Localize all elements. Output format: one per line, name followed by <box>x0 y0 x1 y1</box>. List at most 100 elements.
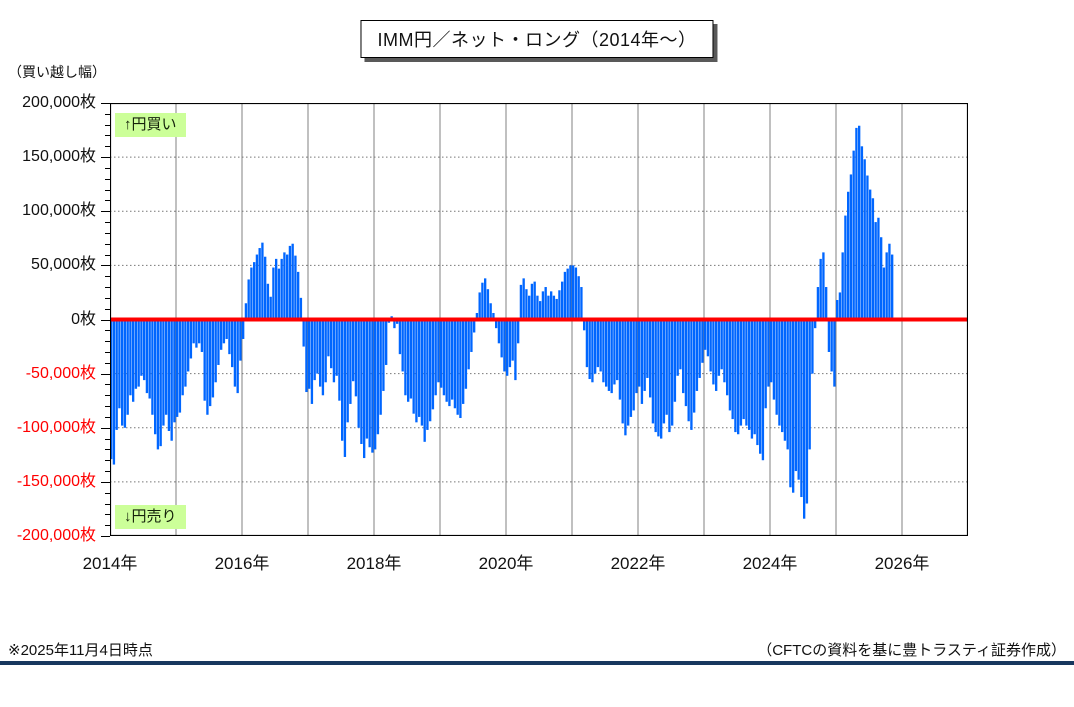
y-major-tick <box>101 427 110 429</box>
net-long-bar <box>772 319 776 400</box>
net-long-bar <box>880 237 883 320</box>
net-long-bar <box>492 313 495 320</box>
y-tick-label: -50,000枚 <box>25 364 96 382</box>
net-long-bar <box>866 175 869 320</box>
net-long-bar <box>882 267 886 320</box>
y-minor-tick <box>105 492 110 494</box>
net-long-bar <box>536 295 539 320</box>
net-long-bar <box>420 319 424 426</box>
net-long-bar <box>888 243 891 320</box>
net-long-bar <box>467 319 470 370</box>
net-long-bar <box>409 319 413 399</box>
net-long-bar <box>275 258 278 320</box>
net-long-bar <box>123 319 127 428</box>
net-long-bar <box>486 289 490 320</box>
net-long-bar <box>148 319 151 399</box>
net-long-bar <box>533 281 536 320</box>
y-tick-label: 200,000枚 <box>22 94 96 111</box>
net-long-bar <box>627 319 630 426</box>
net-long-bar <box>679 319 682 370</box>
net-long-bar <box>624 319 627 436</box>
y-tick-label: -100,000枚 <box>16 418 96 436</box>
net-long-bar <box>742 319 745 420</box>
net-long-bar <box>588 319 591 380</box>
net-long-bar <box>827 319 831 352</box>
net-long-bar <box>786 319 789 450</box>
net-long-bar <box>162 319 165 426</box>
net-long-bar <box>640 319 644 404</box>
net-long-bar <box>684 319 688 407</box>
net-long-bar <box>838 292 842 320</box>
net-long-bar <box>720 319 723 370</box>
net-long-bar <box>511 319 514 361</box>
footnote-source-credit: （CFTCの資料を基に豊トラスティ証券作成） <box>757 642 1066 659</box>
net-long-bar <box>376 319 380 435</box>
net-long-bar <box>239 319 242 361</box>
net-long-bar <box>255 254 259 320</box>
net-long-bar <box>563 271 567 320</box>
net-long-bar <box>341 319 344 441</box>
y-tick-label: -200,000枚 <box>16 527 96 544</box>
net-long-bar <box>819 258 822 320</box>
net-long-bar <box>338 319 341 401</box>
net-long-bar <box>231 319 234 368</box>
net-long-bar <box>272 267 275 320</box>
net-long-bar <box>426 319 429 430</box>
net-long-bar <box>214 319 217 383</box>
net-long-bar <box>151 319 154 415</box>
net-long-bar <box>310 319 314 404</box>
net-long-bar <box>335 319 338 376</box>
net-long-bar <box>396 319 399 324</box>
net-long-bar <box>621 319 624 424</box>
net-long-bar <box>753 319 756 435</box>
net-long-bar <box>552 295 556 320</box>
net-long-bar <box>517 319 520 344</box>
net-long-bar <box>860 146 864 320</box>
net-long-bar <box>723 319 726 383</box>
net-long-bar <box>497 319 501 344</box>
net-long-bar <box>332 319 336 383</box>
net-long-bar <box>374 319 377 450</box>
net-long-bar <box>731 319 734 420</box>
y-minor-tick <box>105 503 110 505</box>
net-long-bar <box>181 319 184 396</box>
net-long-bar <box>261 242 264 320</box>
y-minor-tick <box>105 471 110 473</box>
y-minor-tick <box>105 287 110 289</box>
y-minor-tick <box>105 167 110 169</box>
net-long-bar <box>360 319 363 444</box>
net-long-bar <box>299 297 303 320</box>
divider-line <box>0 661 1074 665</box>
net-long-bar <box>385 319 388 365</box>
net-long-bar <box>522 278 525 320</box>
y-minor-tick <box>105 178 110 180</box>
net-long-bar <box>797 319 800 480</box>
net-long-bar <box>811 319 814 374</box>
net-long-bar <box>236 319 239 394</box>
net-long-bar <box>863 159 866 320</box>
net-long-bar <box>704 319 707 350</box>
net-long-bar <box>715 319 718 391</box>
y-tick-label: 0枚 <box>71 310 96 328</box>
y-minor-tick <box>105 341 110 343</box>
net-long-bar <box>574 267 578 320</box>
net-long-bar <box>484 278 487 320</box>
net-long-bar <box>187 319 190 372</box>
net-long-bar <box>170 319 173 441</box>
net-long-bar <box>112 319 116 465</box>
net-long-bar <box>728 319 732 411</box>
net-long-bar <box>602 319 605 383</box>
y-major-tick <box>101 481 110 483</box>
y-minor-tick <box>105 514 110 516</box>
y-axis-unit-label: （買い越し幅） <box>8 64 106 80</box>
net-long-bar <box>767 319 770 387</box>
net-long-bar <box>660 319 663 439</box>
net-long-bar <box>792 319 795 493</box>
y-minor-tick <box>105 449 110 451</box>
net-long-bar <box>470 319 473 352</box>
net-long-bar <box>635 319 638 394</box>
y-minor-tick <box>105 254 110 256</box>
net-long-bar <box>877 217 880 320</box>
y-minor-tick <box>105 460 110 462</box>
net-long-bar <box>363 319 366 459</box>
